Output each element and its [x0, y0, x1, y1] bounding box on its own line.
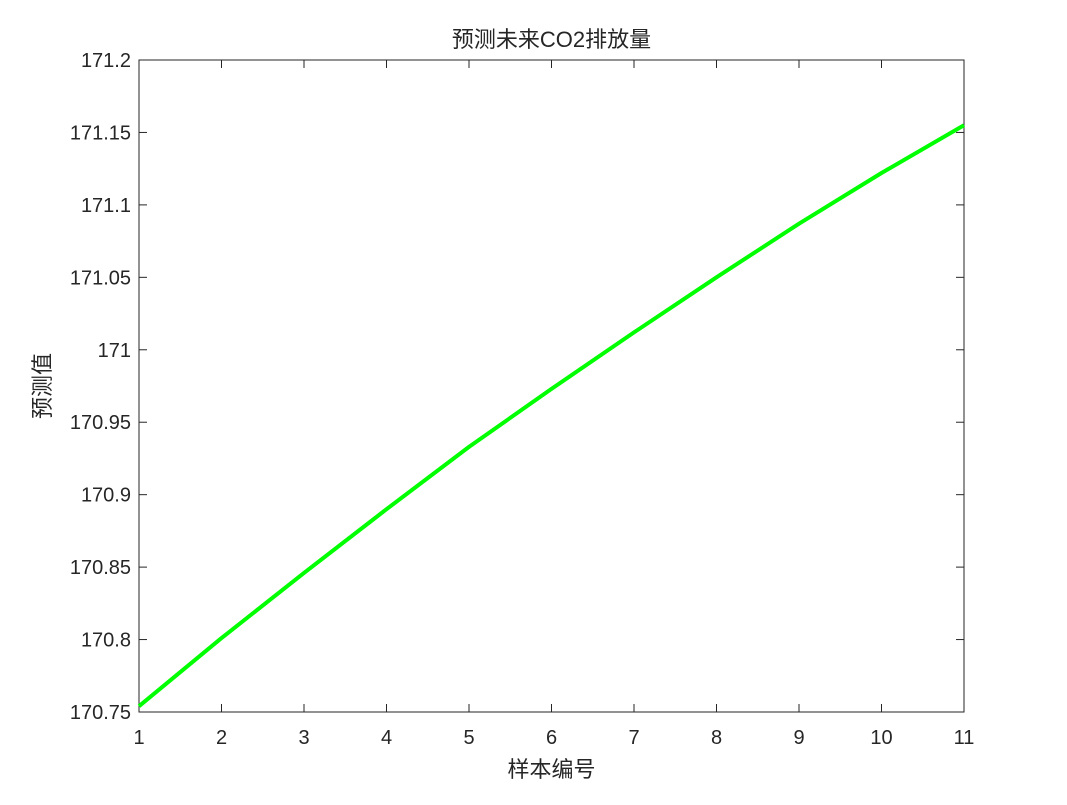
x-tick-label: 4 — [381, 727, 392, 749]
y-tick-label: 171.1 — [81, 195, 131, 217]
y-tick-label: 170.9 — [81, 485, 131, 507]
x-tick-label: 1 — [133, 727, 144, 749]
series-layer — [137, 123, 966, 708]
x-tick-label: 6 — [546, 727, 557, 749]
y-tick-label: 170.95 — [70, 412, 131, 434]
y-tick-label: 170.75 — [70, 702, 131, 724]
y-axis-ticks: 170.75 170.8 170.85 170.9 170.95 171 171.05 171… — [70, 50, 964, 724]
x-tick-label: 11 — [954, 727, 975, 749]
x-tick-label: 3 — [298, 727, 309, 749]
y-tick-label: 171 — [98, 340, 131, 362]
y-tick-label: 171.15 — [70, 122, 131, 144]
x-tick-label: 5 — [463, 727, 474, 749]
y-tick-label: 170.8 — [81, 630, 131, 652]
x-axis-ticks: 1 2 3 4 5 6 7 8 9 10 11 — [133, 60, 974, 749]
x-axis-label: 样本编号 — [507, 757, 595, 782]
chart-title: 预测未来CO2排放量 — [452, 27, 651, 52]
y-tick-label: 170.85 — [70, 557, 131, 579]
x-tick-label: 10 — [870, 727, 892, 749]
x-tick-label: 2 — [216, 727, 227, 749]
x-tick-label: 8 — [711, 727, 722, 749]
x-tick-label: 9 — [793, 727, 804, 749]
y-axis-label: 预测值 — [30, 353, 55, 419]
y-tick-label: 171.2 — [81, 50, 131, 72]
y-tick-label: 171.05 — [70, 267, 131, 289]
x-tick-label: 7 — [628, 727, 639, 749]
series-line — [137, 123, 966, 708]
plot-area — [138, 59, 965, 713]
